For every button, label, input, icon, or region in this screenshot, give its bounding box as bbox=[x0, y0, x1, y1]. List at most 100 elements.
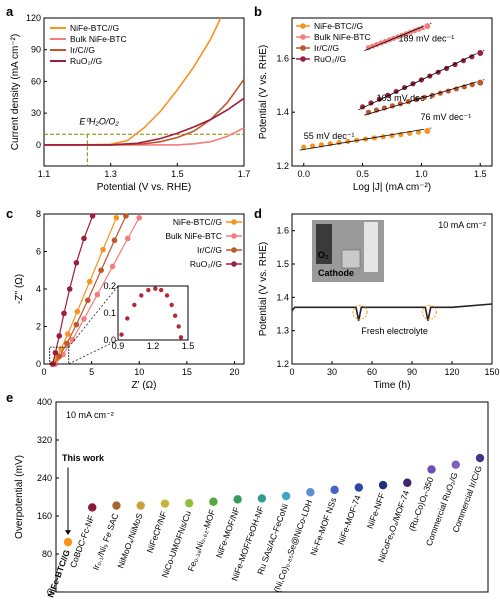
panel-e-point-16 bbox=[451, 460, 460, 469]
panel-a-ytick-label: 90 bbox=[31, 45, 41, 55]
panel-c-zoom-connector bbox=[68, 339, 119, 365]
panel-c-inset-xtick-label: 1.5 bbox=[182, 341, 195, 351]
panel-b-tafel-fit-line-1 bbox=[364, 22, 432, 51]
panel-a-xtick-label: 1.3 bbox=[104, 169, 117, 179]
panel-d-series-line bbox=[291, 303, 493, 321]
panel-c-ylabel: -Z'' (Ω) bbox=[14, 274, 25, 304]
panel-e-point-5 bbox=[184, 498, 194, 508]
panel-d-inset-photo-electrode bbox=[316, 224, 332, 264]
panel-c-inset-point bbox=[169, 302, 174, 308]
panel-b-series-point-1 bbox=[365, 45, 372, 51]
panel-c-nyquist-plot: 0 5 10 15 20 0 2 4 6 8 Z' (Ω) -Z'' (Ω) NiFe-BTC//G Bu… bbox=[14, 209, 245, 391]
panel-d-ytick-label: 1.6 bbox=[276, 226, 289, 236]
panel-e-point-0 bbox=[63, 537, 73, 547]
panel-c-series-point-0 bbox=[100, 246, 106, 253]
panel-d-inset-photo-glass bbox=[364, 222, 378, 272]
panel-a-legend-label-0: NiFe-BTC//G bbox=[70, 23, 119, 33]
panel-b-series-end-point-1 bbox=[423, 22, 432, 30]
panel-b-legend-label-0: NiFe-BTC//G bbox=[314, 21, 363, 31]
panel-e-category-label-4: NiFeCP/NF bbox=[145, 510, 169, 554]
panel-b-series-end-point-2 bbox=[476, 78, 485, 87]
panel-c-ytick-label: 6 bbox=[36, 247, 41, 257]
panel-c-series-point-2 bbox=[123, 213, 129, 219]
panel-e-this-work-arrowhead bbox=[65, 530, 71, 535]
panel-c-inset-ytick-label: 0.0 bbox=[103, 335, 116, 345]
panel-c-series-point-2 bbox=[56, 353, 63, 360]
panel-b-xtick-label: 0.5 bbox=[356, 169, 369, 179]
panel-b-legend-marker-1 bbox=[300, 34, 306, 40]
panel-b-tafel-fit-line-0 bbox=[299, 127, 432, 151]
panel-c-inset-point bbox=[158, 287, 164, 293]
panel-c-series-point-2 bbox=[98, 267, 104, 274]
panel-e-category-label-7: NiFe-MOF/NF bbox=[214, 506, 242, 560]
panel-letter-b: b bbox=[254, 4, 262, 19]
panel-c-series-point-1 bbox=[136, 214, 143, 221]
panel-c-inset-frame bbox=[117, 285, 189, 341]
panel-c-inset-point bbox=[139, 293, 144, 298]
panel-e-point-15 bbox=[427, 465, 436, 474]
panel-d-inset-photo-cathode bbox=[341, 249, 361, 269]
panel-c-legend-marker-2 bbox=[231, 247, 237, 253]
panel-b-tafel-slope-label-2: 76 mV dec⁻¹ bbox=[420, 112, 471, 122]
panel-e-category-label-3: NiMoO₄/NiMoS bbox=[115, 512, 144, 570]
panel-b-legend-label-2: Ir/C//G bbox=[314, 43, 339, 53]
panel-a-xlabel: Potential (V vs. RHE) bbox=[97, 182, 191, 193]
panel-c-xtick-label: 10 bbox=[134, 367, 144, 377]
panel-d-xtick-label: 120 bbox=[444, 367, 459, 377]
panel-b-legend-label-3: RuO₂//G bbox=[314, 54, 346, 64]
panel-c-series-point-3 bbox=[66, 286, 73, 292]
panel-c-series-point-1 bbox=[125, 235, 131, 242]
panel-c-inset-point bbox=[176, 324, 181, 329]
panel-e-point-14 bbox=[403, 478, 412, 487]
panel-c-inset-point bbox=[172, 313, 178, 318]
panel-c-series-point-3 bbox=[61, 310, 67, 317]
panel-d-event-marker-0 bbox=[352, 304, 368, 320]
panel-b-series-end-point-3 bbox=[476, 49, 485, 57]
panel-e-point-11 bbox=[330, 485, 339, 495]
panel-d-event-marker-1 bbox=[421, 304, 437, 320]
panel-e-category-label-13: NiFe-NFF bbox=[365, 491, 387, 529]
panel-d-xtick-label: 0 bbox=[289, 367, 294, 377]
panel-c-series-line-3 bbox=[52, 215, 94, 365]
panel-e-point-3 bbox=[136, 501, 145, 510]
panel-c-series-point-0 bbox=[65, 331, 71, 337]
panel-c-series-point-2 bbox=[111, 237, 118, 244]
panel-b-xlabel: Log |J| (mA cm⁻²) bbox=[353, 182, 431, 193]
panel-a-ytick-label: 60 bbox=[31, 76, 41, 86]
panel-a-xtick-label: 1.7 bbox=[238, 169, 251, 179]
panel-c-inset-point bbox=[146, 287, 151, 293]
panel-d-xlabel: Time (h) bbox=[374, 380, 411, 391]
panel-letter-e: e bbox=[6, 390, 13, 405]
panel-e-point-6 bbox=[209, 497, 218, 506]
panel-d-xtick-label: 150 bbox=[484, 367, 499, 377]
panel-b-series-point-0 bbox=[389, 133, 395, 139]
panel-d-stability-test: 0 30 60 90 120 150 1.2 1.3 1.4 1.5 1.6 Time (h) Pote… bbox=[258, 213, 500, 391]
panel-c-xtick-label: 20 bbox=[229, 367, 239, 377]
panel-c-inset-point bbox=[164, 293, 170, 298]
panel-c-ytick-label: 4 bbox=[36, 284, 41, 294]
panel-b-ytick-label: 1.4 bbox=[276, 107, 289, 117]
panel-c-series-point-3 bbox=[56, 333, 63, 339]
panel-c-legend-label-1: Bulk NiFe-BTC bbox=[165, 231, 222, 241]
panel-c-series-point-3 bbox=[89, 213, 96, 219]
panel-c-inset-xtick-label: 1.2 bbox=[147, 341, 160, 351]
panel-letter-d: d bbox=[254, 206, 262, 221]
panel-b-tafel-fit-line-3 bbox=[358, 49, 485, 111]
panel-a-xtick-label: 1.1 bbox=[38, 169, 51, 179]
panel-b-tafel-fit-line-2 bbox=[364, 79, 485, 116]
panel-b-tafel-slope-label-1: 189 mV dec⁻¹ bbox=[398, 34, 454, 44]
panel-b-xtick-label: 0.0 bbox=[298, 169, 311, 179]
panel-b-tafel-plot: 0.0 0.5 1.0 1.5 1.2 1.4 1.6 Log |J| (mA cm⁻²) Po… bbox=[258, 17, 493, 193]
panel-a-legend-label-2: Ir/C//G bbox=[70, 45, 95, 55]
panel-c-xlabel: Z' (Ω) bbox=[132, 380, 157, 391]
panel-b-series-point-0 bbox=[380, 134, 386, 140]
panel-e-axes-frame bbox=[55, 401, 489, 593]
panel-a-xtick-label: 1.5 bbox=[171, 169, 184, 179]
panel-a-legend-label-3: RuO₂//G bbox=[70, 56, 102, 66]
panel-letter-c: c bbox=[6, 206, 13, 221]
panel-c-legend-label-2: Ir/C//G bbox=[197, 245, 222, 255]
panel-a-series-line-2 bbox=[44, 78, 245, 146]
panel-e-ytick-label: 80 bbox=[42, 549, 52, 559]
panel-c-inset-ytick-label: 0.1 bbox=[103, 308, 116, 318]
panel-c-ytick-label: 8 bbox=[36, 209, 41, 219]
